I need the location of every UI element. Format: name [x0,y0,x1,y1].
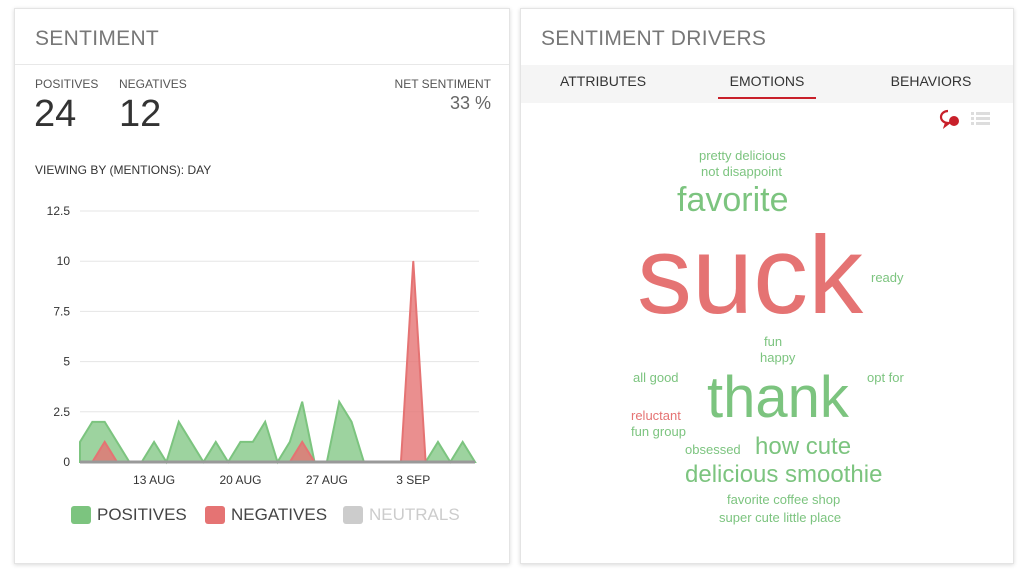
word-cloud-term[interactable]: reluctant [631,408,681,423]
y-tick-label: 5 [63,355,70,369]
legend-label: NEGATIVES [231,505,328,524]
data-point [116,441,118,443]
data-point [239,441,241,443]
word-cloud-term[interactable]: favorite [677,181,789,219]
negatives-count: 12 [119,93,162,135]
legend-label: NEUTRALS [369,505,460,524]
word-cloud-term[interactable]: opt for [867,370,904,385]
legend-label: POSITIVES [97,505,187,524]
data-point [153,441,155,443]
card-title: SENTIMENT [35,27,160,50]
sentiment-card: SENTIMENT POSITIVES 24 NEGATIVES 12 NET … [14,8,510,564]
data-point [252,441,254,443]
data-point [301,441,303,443]
y-tick-label: 7.5 [53,304,70,318]
word-cloud-term[interactable]: obsessed [685,442,741,457]
word-cloud-term[interactable]: pretty delicious [699,148,786,163]
data-point [104,441,106,443]
word-cloud-term[interactable]: delicious smoothie [685,461,883,488]
data-point [338,401,340,403]
x-tick-label: 27 AUG [306,473,348,487]
x-tick-label: 13 AUG [133,473,175,487]
data-point [462,441,464,443]
driver-tabs: ATTRIBUTES EMOTIONS BEHAVIORS [521,65,1013,103]
word-cloud-term[interactable]: super cute little place [719,510,842,525]
negatives-swatch [205,506,225,524]
y-tick-label: 0 [63,455,70,469]
word-cloud-term[interactable]: fun [764,334,783,349]
data-point [412,260,414,262]
list-view-icon[interactable] [971,111,991,127]
word-cloud-term[interactable]: favorite coffee shop [727,492,841,507]
word-cloud-term[interactable]: suck [637,214,864,337]
net-sentiment-label: NET SENTIMENT [394,77,491,91]
word-cloud-term[interactable]: ready [871,270,904,285]
word-cloud-term[interactable]: thank [707,365,849,430]
data-point [104,421,106,423]
positives-swatch [71,506,91,524]
data-point [289,441,291,443]
x-tick-label: 3 SEP [396,473,430,487]
sentiment-drivers-card: SENTIMENT DRIVERS ATTRIBUTES EMOTIONS BE… [520,8,1014,564]
data-point [264,421,266,423]
tab-behaviors[interactable]: BEHAVIORS [890,73,972,89]
y-tick-label: 2.5 [53,405,70,419]
tab-attributes[interactable]: ATTRIBUTES [559,73,647,89]
data-point [178,421,180,423]
card-title: SENTIMENT DRIVERS [541,27,767,50]
word-cloud-term[interactable]: how cute [755,433,852,460]
legend-positives[interactable]: POSITIVES [71,505,187,525]
viewing-by-label: VIEWING BY (MENTIONS): DAY [35,163,212,177]
legend-negatives[interactable]: NEGATIVES [205,505,327,525]
legend-neutrals[interactable]: NEUTRALS [343,505,460,525]
data-point [437,441,439,443]
y-tick-label: 10 [57,254,71,268]
data-point [190,441,192,443]
word-cloud-view-icon[interactable] [939,109,961,129]
word-cloud-term[interactable]: all good [633,370,679,385]
data-point [351,421,353,423]
negatives-label: NEGATIVES [119,77,187,91]
word-cloud-term[interactable]: happy [760,350,796,365]
y-tick-label: 12.5 [47,204,71,218]
net-sentiment-value: 33 % [449,93,491,113]
sentiment-chart: 0 2.5 5 7.5 10 12.5 13 AUG 20 AUG 27 AUG 3 SEP [47,204,479,487]
positives-count: 24 [34,93,77,135]
x-tick-label: 20 AUG [219,473,261,487]
data-point [79,441,81,443]
data-point [301,401,303,403]
positives-label: POSITIVES [35,77,99,91]
word-cloud-term[interactable]: not disappoint [701,164,782,179]
tab-emotions[interactable]: EMOTIONS [685,65,849,103]
word-cloud-term[interactable]: fun group [631,424,686,439]
neutrals-swatch [343,506,363,524]
data-point [91,421,93,423]
divider [15,64,509,65]
data-point [215,441,217,443]
